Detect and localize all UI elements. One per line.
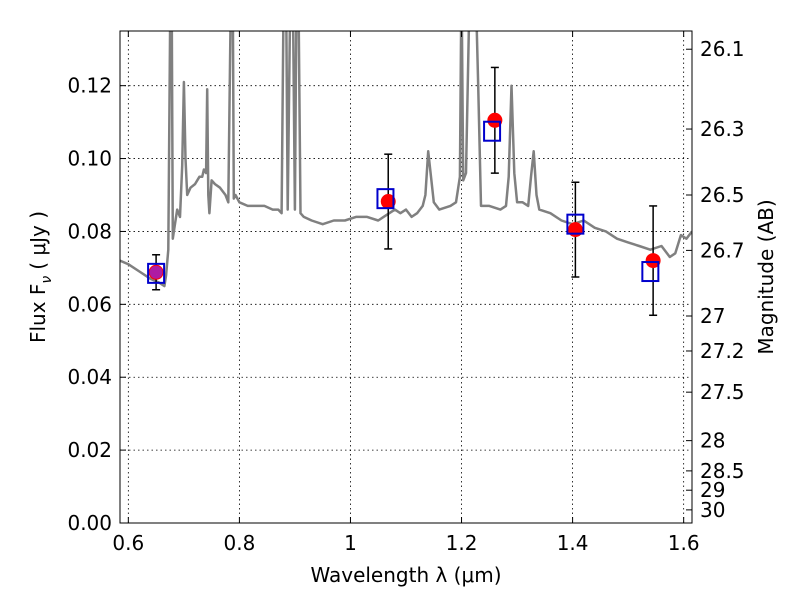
overlap-point <box>149 265 163 279</box>
y2-tick-label: 27.2 <box>700 339 745 363</box>
model-photometry-square <box>641 261 660 283</box>
observed-data-point <box>567 222 583 238</box>
x-tick-label: 1.4 <box>557 531 589 555</box>
y2-tick-label: 26.5 <box>700 183 745 207</box>
y-tick-label: 0.00 <box>67 511 112 535</box>
y2-tick-label: 26.7 <box>700 238 745 262</box>
observed-data-point <box>380 194 396 210</box>
svg-text:Flux Fν( μJy ): Flux Fν ( μJy ) <box>26 211 55 343</box>
y-tick-label: 0.04 <box>67 365 112 389</box>
x-axis-title: Wavelength λ (μm) <box>310 563 501 587</box>
model-photometry-square <box>376 188 395 210</box>
y-axis-title: Flux F <box>26 284 50 343</box>
y-axis-title-group: Flux Fν ( μJy ) <box>26 211 55 343</box>
model-photometry-square <box>483 120 502 142</box>
y2-tick-label: 26.3 <box>700 117 745 141</box>
y-tick-label: 0.08 <box>67 219 112 243</box>
y2-tick-label: 27.5 <box>700 380 745 404</box>
model-photometry-square <box>147 262 166 284</box>
plot-frame <box>119 30 693 524</box>
y2-tick-label: 29 <box>700 478 725 502</box>
y-tick-label: 0.12 <box>67 74 112 98</box>
y2-axis-title: Magnitude (AB) <box>754 199 778 354</box>
y-tick-label: 0.10 <box>67 147 112 171</box>
x-tick-label: 1.2 <box>446 531 478 555</box>
plot-area <box>120 31 692 317</box>
observed-data-point <box>645 253 661 269</box>
x-tick-label: 1.6 <box>668 531 700 555</box>
y2-tick-label: 28.5 <box>700 459 745 483</box>
y-tick-label: 0.06 <box>67 292 112 316</box>
x-tick-label: 0.6 <box>112 531 144 555</box>
axes-ticks: 0.6 0.8 1 1.2 1.4 1.6 0.00 0.02 0.04 0.06 0.08 0.10… <box>67 31 745 555</box>
model-photometry-square <box>566 213 585 235</box>
x-tick-label: 0.8 <box>223 531 255 555</box>
y2-tick-label: 30 <box>700 498 725 522</box>
sed-model-line <box>120 31 692 288</box>
y2-tick-label: 26.1 <box>700 37 745 61</box>
y-axis-title-unit: ( μJy ) <box>26 211 50 270</box>
y-axis-title-subscript: ν <box>39 276 55 284</box>
y-tick-label: 0.02 <box>67 438 112 462</box>
y2-tick-label: 28 <box>700 429 725 453</box>
observed-data-point <box>487 112 503 128</box>
y2-tick-label: 27 <box>700 304 725 328</box>
x-tick-label: 1 <box>344 531 357 555</box>
